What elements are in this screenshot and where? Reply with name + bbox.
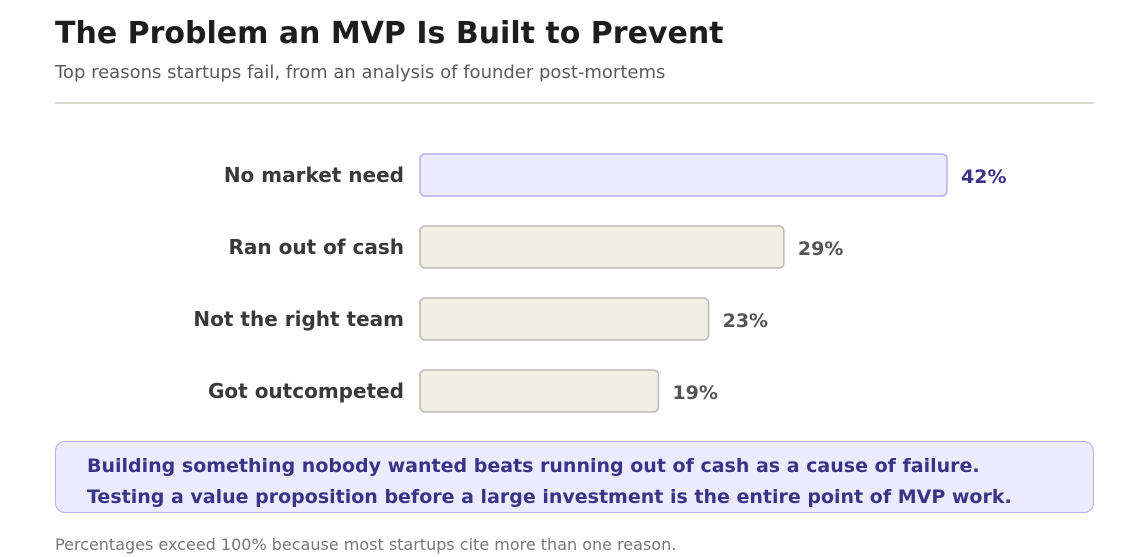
bar (419, 369, 660, 413)
header-divider (55, 102, 1094, 104)
value-label: 19% (672, 382, 717, 404)
footnote: Percentages exceed 100% because most sta… (55, 535, 677, 554)
bar (419, 297, 710, 341)
value-label: 42% (961, 166, 1006, 188)
category-label: Not the right team (193, 307, 404, 331)
callout-line-1: Building something nobody wanted beats r… (87, 455, 980, 477)
category-label: No market need (224, 163, 404, 187)
value-label: 23% (723, 310, 768, 332)
callout-line-2: Testing a value proposition before a lar… (87, 486, 1012, 508)
category-label: Got outcompeted (208, 379, 404, 403)
callout-box: Building something nobody wanted beats r… (55, 441, 1094, 513)
value-label: 29% (798, 238, 843, 260)
bar-highlighted (419, 153, 948, 197)
chart-subtitle: Top reasons startups fail, from an analy… (55, 62, 666, 83)
bar (419, 225, 785, 269)
chart-title: The Problem an MVP Is Built to Prevent (55, 16, 724, 51)
bar-chart: No market need 42% Ran out of cash 29% Not t… (193, 153, 1006, 413)
category-label: Ran out of cash (229, 235, 405, 259)
